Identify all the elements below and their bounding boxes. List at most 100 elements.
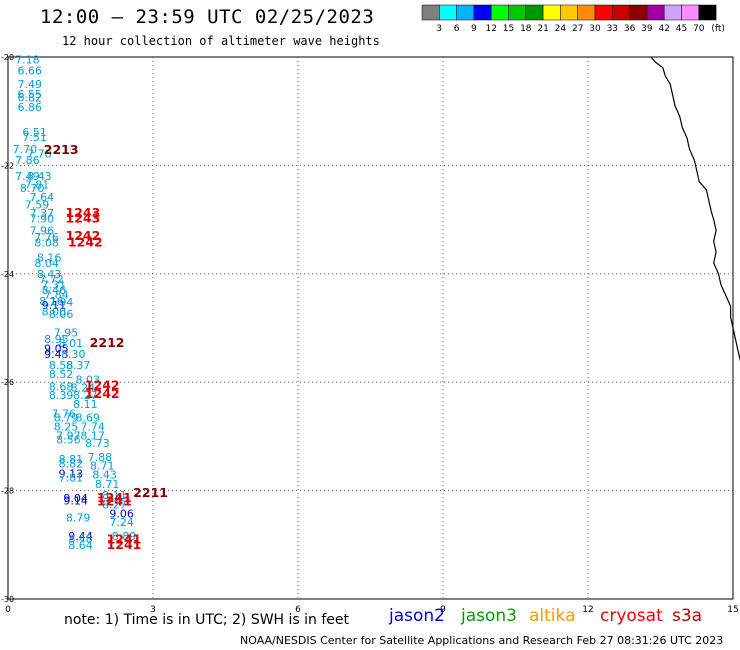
wave-height-label: 8.79 (54, 411, 79, 424)
wave-height-label: 8.71 (90, 460, 115, 473)
pass-time-label: 1242 (68, 234, 103, 249)
colorbar-swatch (473, 4, 492, 21)
pass-time-label: 1241 (97, 493, 132, 508)
wave-height-label: 8.70 (20, 182, 45, 195)
wave-height-label: 7.84 (44, 288, 69, 301)
graticule (8, 57, 733, 599)
wave-height-label: 8.43 (92, 468, 117, 481)
wave-height-label: 9.43 (44, 348, 69, 361)
colorbar-label: 24 (555, 24, 567, 34)
wave-height-label: 8.17 (80, 429, 105, 442)
wave-height-label: 7.88 (88, 451, 113, 464)
wave-height-label: 8.30 (61, 348, 86, 361)
wave-height-label: 7.49 (18, 78, 43, 91)
wave-height-label: 9.04 (63, 492, 88, 505)
colorbar-swatch (594, 4, 613, 21)
satellite-legend-jason3: jason3 (461, 606, 517, 626)
colorbar-swatch (421, 4, 440, 21)
colorbar-swatch (681, 4, 700, 21)
colorbar-swatch (663, 4, 682, 21)
pass-time-label: 1241 (107, 531, 142, 546)
y-tick-label: -26 (1, 378, 14, 387)
wave-height-label: 8.82 (59, 458, 84, 471)
colorbar-label: 18 (520, 24, 532, 34)
pass-time-label: 2211 (133, 485, 168, 500)
wave-height-label: 8.68 (49, 381, 74, 394)
wave-height-label: 8.06 (49, 308, 74, 321)
wave-height-label: 8.69 (76, 411, 101, 424)
wave-height-label: 8.39 (49, 389, 74, 402)
wave-height-label: 7.81 (59, 472, 84, 485)
wave-height-label: 6.82 (18, 92, 43, 105)
wave-height-label: 7.31 (42, 279, 67, 292)
wave-height-label: 8.95 (44, 333, 69, 346)
wave-height-label: 7.76 (34, 231, 59, 244)
colorbar-label: 9 (471, 24, 477, 34)
pass-time-label: 1241 (107, 537, 142, 552)
colorbar-swatch (646, 4, 665, 21)
wave-height-label: 7.59 (25, 198, 50, 211)
wave-height-label: 7.96 (30, 224, 55, 237)
colorbar-swatch (508, 4, 527, 21)
wave-height-label: 7.49 (15, 170, 40, 183)
wave-height-label: 6.55 (18, 88, 43, 101)
wave-height-label: 8.79 (66, 512, 91, 525)
map-subtitle: 12 hour collection of altimeter wave hei… (62, 34, 380, 48)
wave-height-label: 6.66 (18, 65, 43, 78)
wave-height-label: 9.13 (59, 467, 84, 480)
y-tick-label: -22 (1, 161, 14, 170)
wave-height-label: 8.48 (68, 532, 93, 545)
wave-height-label: 7.94 (49, 296, 74, 309)
colorbar-swatch (629, 4, 648, 21)
colorbar-label: 42 (658, 24, 669, 34)
wave-height-label: 7.51 (22, 131, 47, 144)
colorbar-swatch (698, 4, 717, 21)
colorbar-label: 70 (693, 24, 705, 34)
y-tick-label: -24 (1, 270, 14, 279)
wave-height-label: 8.03 (76, 373, 101, 386)
wave-height-label: 8.00 (42, 306, 67, 319)
wave-height-label: 6.51 (22, 126, 47, 139)
colorbar-swatch (439, 4, 457, 21)
satellite-legend-jason2: jason2 (389, 606, 445, 626)
wave-height-label: 7.64 (30, 191, 55, 204)
wave-height-label: 8.73 (85, 437, 110, 450)
colorbar-label: 30 (589, 24, 601, 34)
wave-height-label: 8.64 (68, 539, 93, 552)
footer-credit: NOAA/NESDIS Center for Satellite Applica… (240, 634, 724, 647)
y-tick-label: -28 (1, 487, 14, 496)
wave-height-label: 8.27 (73, 389, 98, 402)
pass-time-label: 2212 (90, 335, 125, 350)
colorbar-legend: 3 6 9 12 15 18 21 24 27 30 33 36 39 42 45 70 (ft) (421, 4, 725, 34)
wave-height-label: 8.27 (102, 499, 127, 512)
wave-height-label: 8.04 (34, 257, 59, 270)
wave-height-label: 8.08 (34, 236, 59, 249)
wave-height-label: 7.18 (15, 54, 40, 67)
wave-height-label: 7.95 (54, 326, 79, 339)
colorbar-swatch (490, 4, 509, 21)
coastline (650, 56, 740, 362)
y-tick-label: -20 (1, 53, 14, 62)
wave-height-label: 7.86 (15, 154, 40, 167)
colorbar-label: 36 (624, 24, 636, 34)
wave-height-label: 8.11 (73, 398, 98, 411)
wave-height-label: 6.86 (18, 101, 43, 114)
colorbar-label: 33 (607, 24, 618, 34)
wave-height-label: 7.72 (39, 273, 64, 286)
wave-height-label: 8.11 (102, 489, 127, 502)
wave-height-label: 8.58 (49, 359, 74, 372)
axis-tick-labels: 0 3 6 9 12 15 -20 -22 -24 -26 -28 -30 (1, 53, 739, 615)
wave-height-label: 9.06 (109, 507, 134, 520)
pass-time-label: 1243 (66, 211, 101, 226)
pass-time-label: 1242 (85, 386, 120, 401)
units-note: note: 1) Time is in UTC; 2) SWH is in fe… (64, 612, 350, 628)
x-tick-label: 0 (5, 605, 11, 615)
wave-height-label: 7.78 (27, 147, 52, 160)
colorbar-swatch (612, 4, 630, 21)
wave-height-label: 8.37 (66, 359, 91, 372)
satellite-legend-cryosat: cryosat (600, 606, 663, 626)
wave-height-label: 8.56 (56, 434, 81, 447)
wave-height-label: 7.24 (109, 516, 134, 529)
colorbar-label: (ft) (711, 24, 725, 34)
wave-height-label: 7.74 (80, 421, 105, 434)
